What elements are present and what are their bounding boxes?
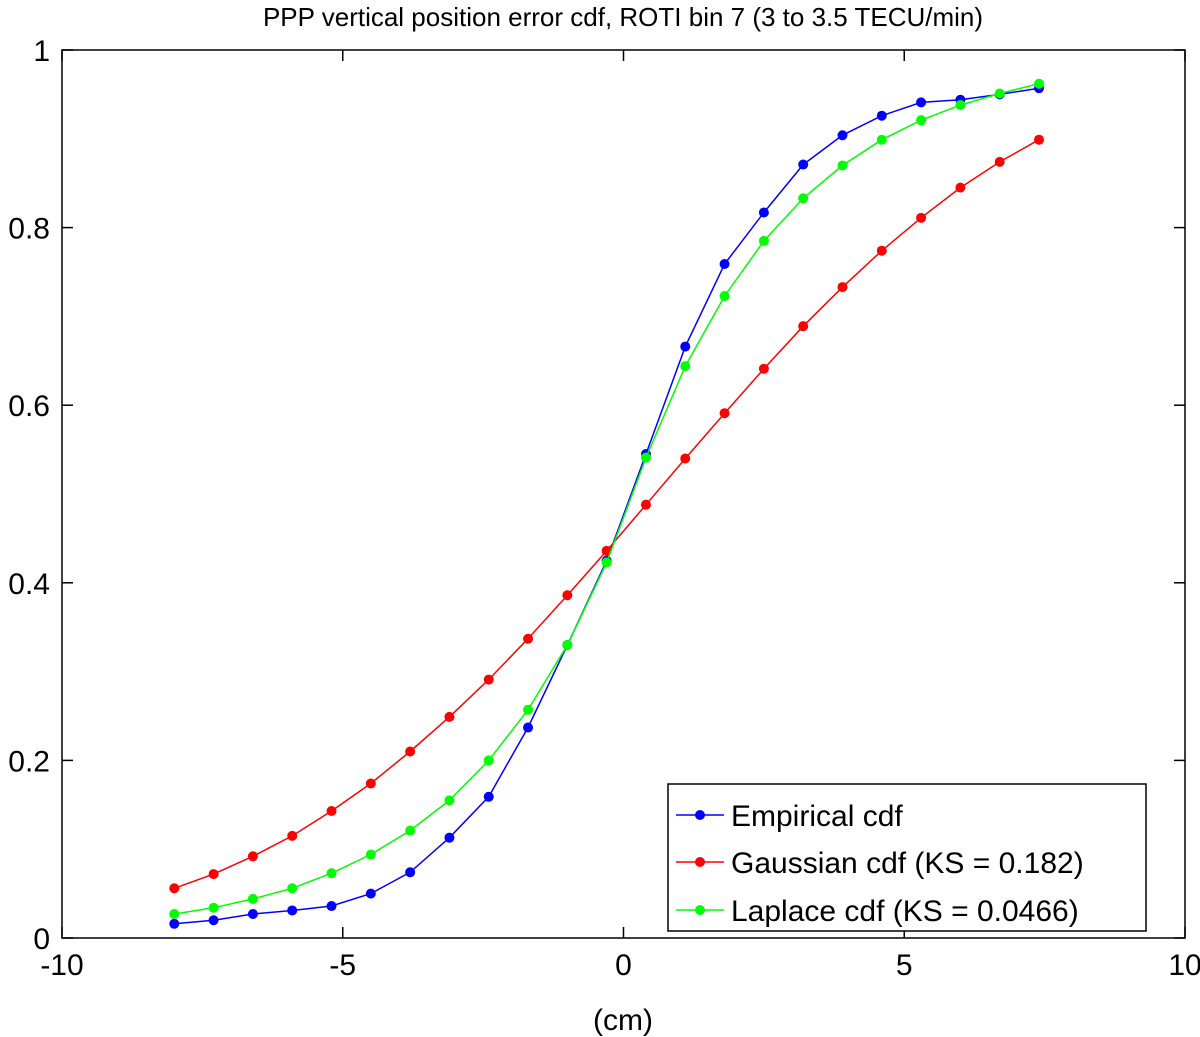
x-axis-label: (cm) xyxy=(593,1004,653,1037)
series-1-point xyxy=(916,212,927,223)
series-1-point xyxy=(287,830,298,841)
legend-label-2: Laplace cdf (KS = 0.0466) xyxy=(731,895,1079,928)
series-1-point xyxy=(483,674,494,685)
series-2-point xyxy=(798,193,809,204)
series-2-point xyxy=(955,100,966,111)
series-1-point xyxy=(837,282,848,293)
series-1-point xyxy=(719,408,730,419)
series-1-point xyxy=(876,245,887,256)
series-1-point xyxy=(758,363,769,374)
series-1-point xyxy=(405,746,416,757)
series-2-point xyxy=(916,115,927,126)
series-line-1 xyxy=(174,139,1040,890)
series-1-point xyxy=(640,499,651,510)
plot-area: -10 -5 0 5 10 0 0.2 0.4 0.6 0.8 1 xyxy=(8,35,1200,982)
series-2-point xyxy=(837,160,848,171)
series-0-point xyxy=(758,207,769,218)
series-0-point xyxy=(523,722,534,733)
legend-label-1: Gaussian cdf (KS = 0.182) xyxy=(731,847,1084,880)
series-1-point xyxy=(994,156,1005,167)
chart-title: PPP vertical position error cdf, ROTI bi… xyxy=(263,2,983,32)
series-0-point xyxy=(169,918,180,929)
series-0-point xyxy=(247,909,258,920)
y-tick-label: 1 xyxy=(33,35,50,68)
series-0-point xyxy=(798,159,809,170)
series-1-point xyxy=(523,633,534,644)
x-tick-label: -5 xyxy=(329,949,356,982)
series-0-point xyxy=(287,905,298,916)
series-2-point xyxy=(444,795,455,806)
x-tick-label: 0 xyxy=(615,949,632,982)
series-1-point xyxy=(1034,134,1045,145)
series-1-point xyxy=(169,883,180,894)
series-1-point xyxy=(247,851,258,862)
series-0-point xyxy=(365,888,376,899)
series-1-point xyxy=(562,590,573,601)
series-2-point xyxy=(601,557,612,568)
series-1-point xyxy=(208,869,219,880)
series-1-point xyxy=(955,182,966,193)
series-1-point xyxy=(680,453,691,464)
series-0-point xyxy=(444,832,455,843)
series-2-point xyxy=(876,134,887,145)
series-2-point xyxy=(287,883,298,894)
series-2-point xyxy=(680,361,691,372)
series-2-point xyxy=(169,909,180,920)
series-2-point xyxy=(562,639,573,650)
series-1-point xyxy=(444,711,455,722)
series-0-point xyxy=(719,259,730,270)
series-1-point xyxy=(365,778,376,789)
series-2-point xyxy=(1034,78,1045,89)
legend-box xyxy=(667,783,1147,932)
series-0-point xyxy=(483,791,494,802)
series-2-point xyxy=(405,825,416,836)
series-2-point xyxy=(247,893,258,904)
series-0-point xyxy=(680,341,691,352)
series-2-point xyxy=(208,902,219,913)
series-2-point xyxy=(640,452,651,463)
x-tick-label: -10 xyxy=(40,949,83,982)
legend-marker-1 xyxy=(695,857,705,867)
series-1-point xyxy=(601,545,612,556)
series-2-point xyxy=(483,755,494,766)
series-2-point xyxy=(326,868,337,879)
series-0-point xyxy=(837,130,848,141)
y-tick-label: 0 xyxy=(33,923,50,956)
series-1-point xyxy=(798,321,809,332)
series-2-point xyxy=(719,290,730,301)
legend-marker-2 xyxy=(695,905,705,915)
legend-marker-0 xyxy=(695,810,705,820)
x-tick-label: 10 xyxy=(1168,949,1200,982)
y-tick-label: 0.8 xyxy=(8,213,50,246)
series-0-point xyxy=(208,915,219,926)
series-2-point xyxy=(994,88,1005,99)
series-0-point xyxy=(876,110,887,121)
series-1-point xyxy=(326,806,337,817)
series-2-point xyxy=(523,704,534,715)
series-2-point xyxy=(758,235,769,246)
series-2-point xyxy=(365,849,376,860)
legend-label-0: Empirical cdf xyxy=(731,800,903,833)
y-tick-label: 0.6 xyxy=(8,390,50,423)
series-0-point xyxy=(916,97,927,108)
legend: Empirical cdf Gaussian cdf (KS = 0.182) La… xyxy=(667,783,1147,932)
x-tick-label: 5 xyxy=(896,949,913,982)
y-tick-label: 0.2 xyxy=(8,745,50,778)
series-0-point xyxy=(405,867,416,878)
y-tick-label: 0.4 xyxy=(8,568,50,601)
series-0-point xyxy=(326,901,337,912)
